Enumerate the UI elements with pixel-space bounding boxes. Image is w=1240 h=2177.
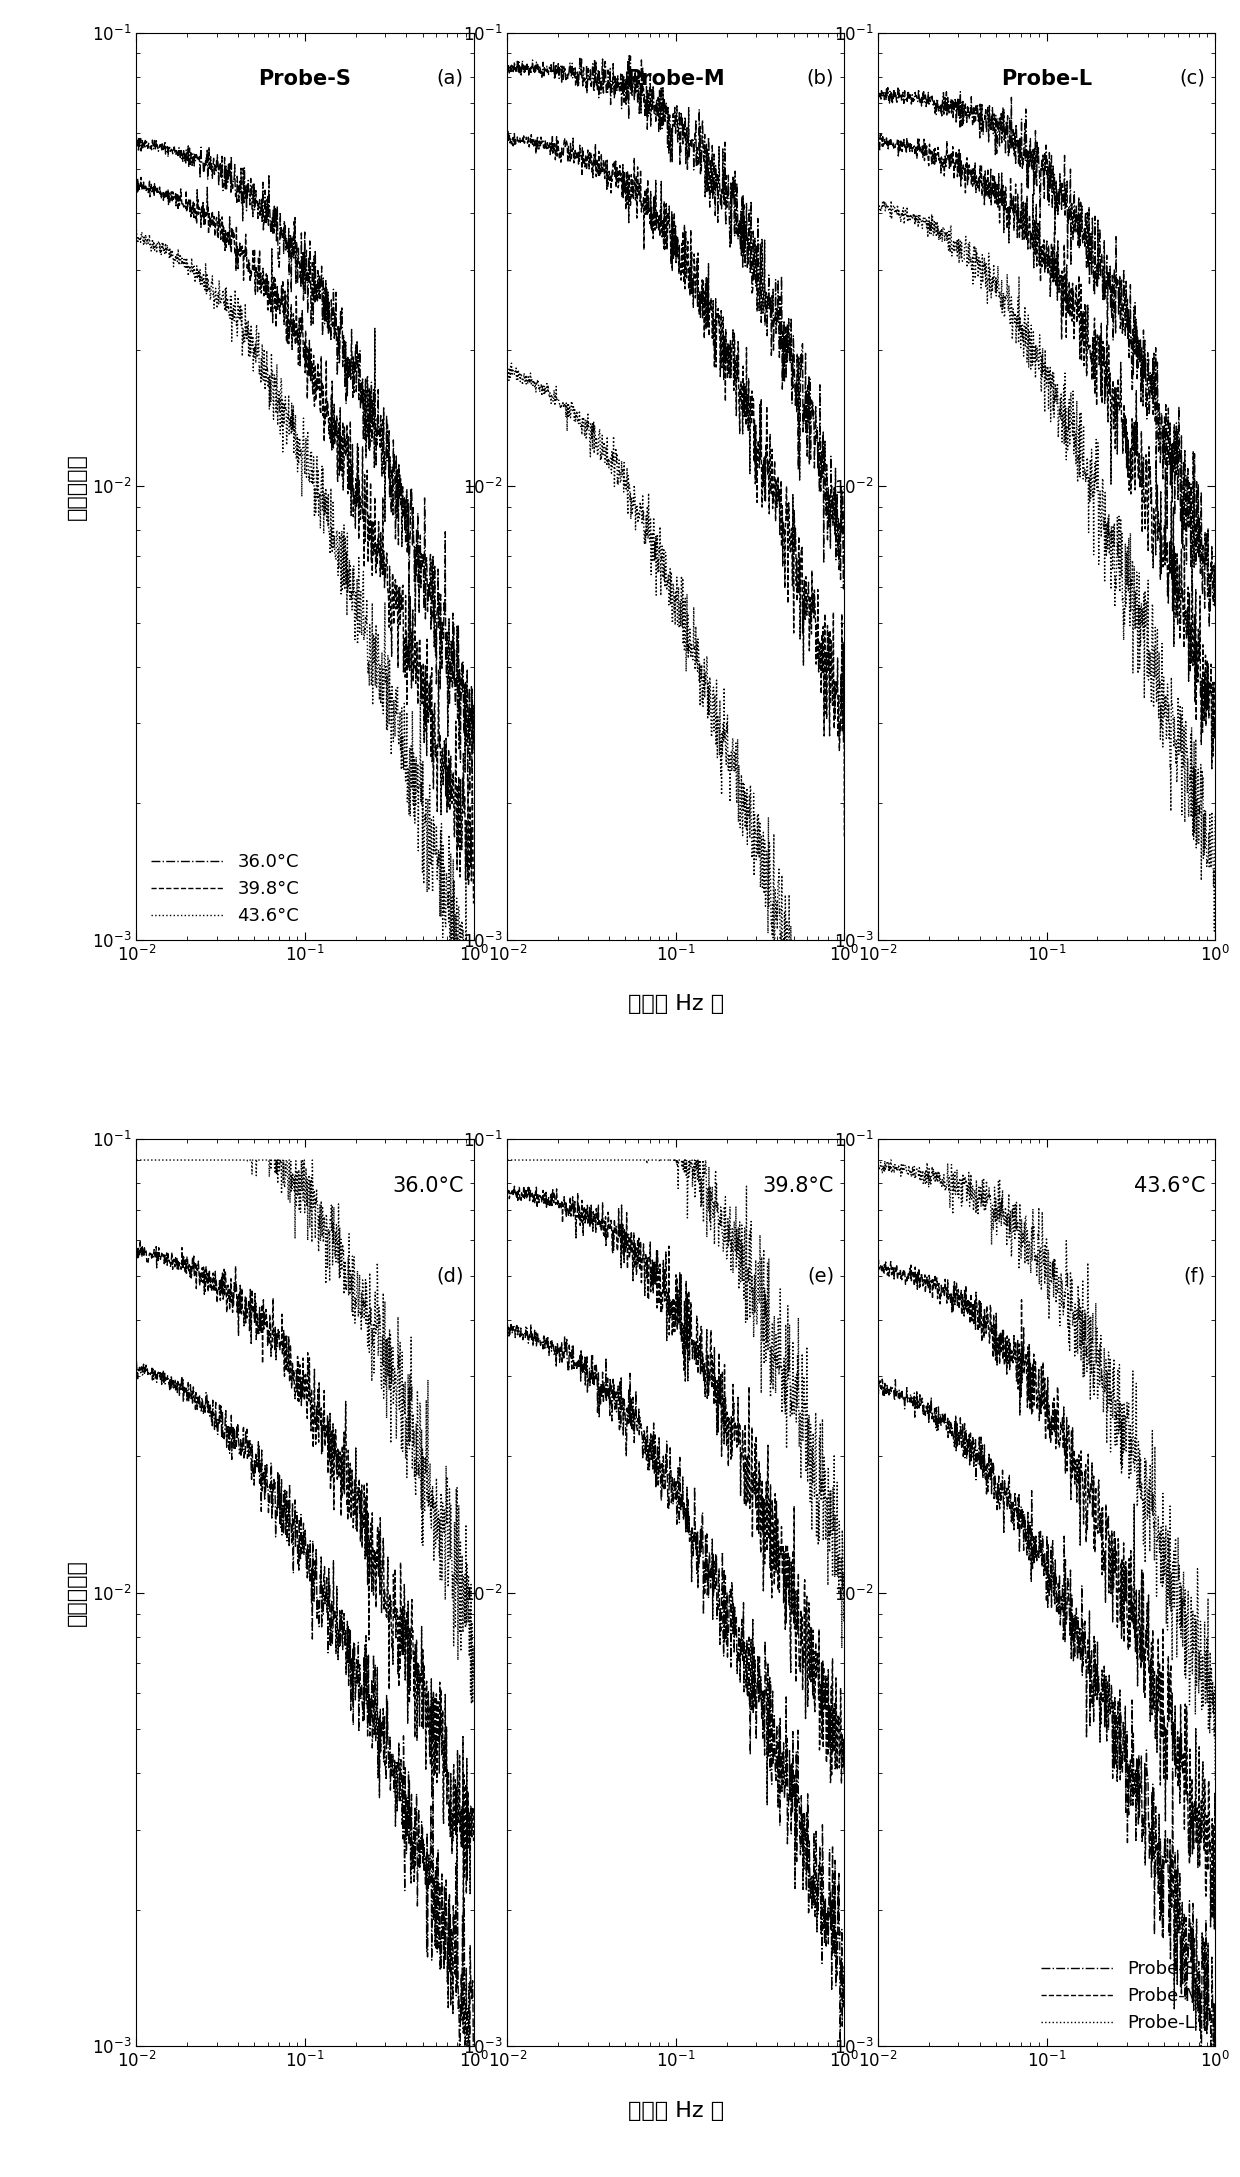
Text: Probe-S: Probe-S (258, 70, 351, 89)
Text: Probe-L: Probe-L (1001, 70, 1092, 89)
Text: (d): (d) (436, 1267, 464, 1284)
Y-axis label: 功率谱密度: 功率谱密度 (67, 1559, 87, 1626)
Text: 频率（ Hz ）: 频率（ Hz ） (627, 995, 724, 1014)
Text: 43.6°C: 43.6°C (1133, 1176, 1205, 1195)
Text: 39.8°C: 39.8°C (763, 1176, 835, 1195)
Legend: Probe-S, Probe-M, Probe-L: Probe-S, Probe-M, Probe-L (1035, 1955, 1207, 2038)
Text: (f): (f) (1183, 1267, 1205, 1284)
Text: 36.0°C: 36.0°C (392, 1176, 464, 1195)
Text: Probe-M: Probe-M (626, 70, 725, 89)
Text: (e): (e) (807, 1267, 835, 1284)
Text: 频率（ Hz ）: 频率（ Hz ） (627, 2101, 724, 2120)
Text: (a): (a) (436, 70, 464, 87)
Text: (b): (b) (807, 70, 835, 87)
Text: (c): (c) (1179, 70, 1205, 87)
Legend: 36.0°C, 39.8°C, 43.6°C: 36.0°C, 39.8°C, 43.6°C (145, 847, 305, 932)
Y-axis label: 功率谱密度: 功率谱密度 (67, 453, 87, 520)
